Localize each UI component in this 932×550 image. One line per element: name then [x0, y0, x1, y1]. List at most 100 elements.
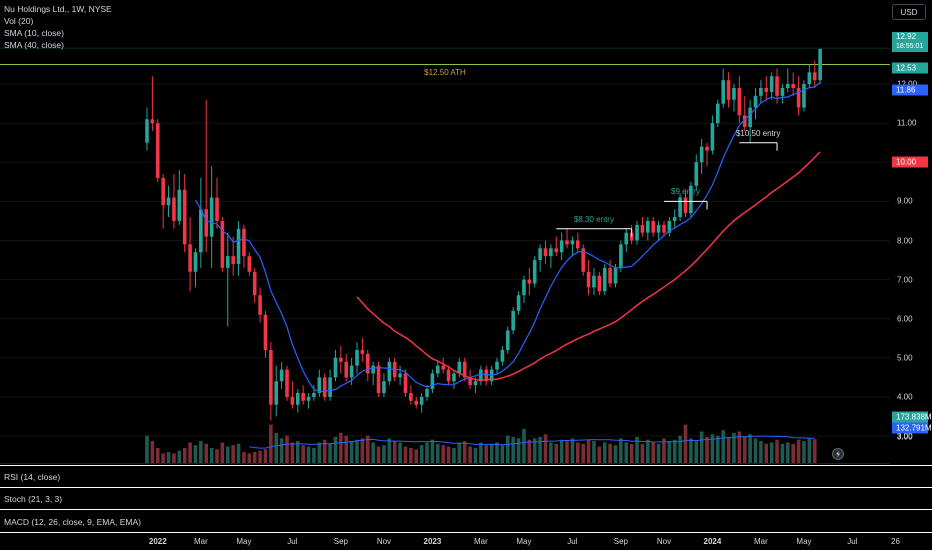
- currency-button[interactable]: USD: [892, 4, 926, 20]
- candle-body: [365, 353, 370, 374]
- candle-body: [317, 377, 322, 393]
- symbol-title[interactable]: Nu Holdings Ltd., 1W, NYSE: [4, 4, 112, 14]
- volume-bar: [441, 445, 445, 463]
- candle: [565, 228, 569, 249]
- panel-divider[interactable]: [0, 509, 932, 510]
- time-axis-label: Mar: [193, 537, 208, 546]
- candle: [155, 119, 160, 182]
- macd-panel-label[interactable]: MACD (12, 26, close, 9, EMA, EMA): [4, 517, 141, 527]
- rsi-panel-label[interactable]: RSI (14, close): [4, 472, 61, 482]
- volume-bar: [209, 447, 214, 463]
- candle: [716, 99, 720, 128]
- candle: [516, 291, 521, 315]
- volume-bar: [543, 434, 548, 463]
- volume-bar: [812, 439, 817, 463]
- candle-body: [441, 365, 445, 370]
- candle: [333, 349, 338, 382]
- volume-bar: [301, 445, 305, 463]
- volume-bar: [306, 446, 311, 463]
- candle-body: [155, 123, 160, 178]
- volume-bar: [786, 442, 790, 463]
- volume-bar: [742, 436, 747, 463]
- candle-body: [177, 189, 182, 221]
- candle: [290, 381, 295, 409]
- candle-body: [716, 103, 720, 124]
- volume-bar: [269, 424, 273, 463]
- candle-body: [344, 361, 349, 378]
- horizontal-lines: [0, 47, 890, 66]
- candle-body: [376, 365, 381, 393]
- volume-bar: [640, 443, 645, 463]
- candle-body: [608, 267, 612, 284]
- volume-bar: [295, 441, 300, 463]
- panel-divider[interactable]: [0, 465, 932, 466]
- price-axis-label: 3.00: [897, 431, 913, 441]
- candle-body: [678, 197, 682, 218]
- price-axis-label: 3.00: [897, 432, 913, 442]
- candle-body: [565, 240, 569, 245]
- candle: [344, 353, 349, 382]
- candle: [242, 224, 246, 268]
- volume-bar: [495, 442, 499, 463]
- volume-bar: [570, 438, 575, 463]
- candle-body: [640, 224, 645, 233]
- volume-bar: [613, 445, 618, 463]
- candle: [694, 154, 699, 190]
- price-tag: 12.92 18:55:01: [892, 32, 928, 53]
- candle-body: [333, 357, 338, 378]
- volume-bar: [220, 442, 225, 463]
- candle: [619, 240, 623, 272]
- candle-body: [312, 392, 316, 397]
- candle: [274, 365, 279, 417]
- candle-body: [473, 381, 478, 386]
- candle-body: [802, 84, 806, 108]
- candle: [452, 369, 456, 390]
- candle-body: [145, 119, 149, 143]
- candle-body: [462, 361, 467, 378]
- legend-volume[interactable]: Vol (20): [4, 16, 34, 26]
- legend-sma40[interactable]: SMA (40, close): [4, 40, 64, 50]
- panel-divider[interactable]: [0, 487, 932, 488]
- time-axis-label: May: [236, 537, 252, 546]
- time-axis-label: 2022: [148, 537, 167, 546]
- legend-sma10[interactable]: SMA (10, close): [4, 28, 64, 38]
- candle-body: [382, 381, 386, 393]
- panel-divider[interactable]: [0, 532, 932, 533]
- candle-body: [554, 248, 559, 253]
- volume-bar: [371, 442, 375, 463]
- candle: [802, 80, 806, 112]
- candle: [786, 68, 790, 92]
- candle: [328, 369, 332, 401]
- candle: [683, 189, 688, 218]
- volume-bar: [355, 439, 359, 463]
- candle: [721, 68, 725, 108]
- volume-bar: [646, 439, 650, 463]
- candle: [199, 177, 203, 268]
- candle: [495, 357, 499, 374]
- candle: [597, 271, 602, 296]
- volume-bar: [182, 447, 187, 463]
- candle-body: [549, 248, 553, 257]
- price-tag: 11.86: [892, 84, 928, 96]
- candle-body: [419, 396, 424, 405]
- volume-bar: [145, 435, 149, 463]
- candle-body: [398, 373, 402, 378]
- volume-bar: [328, 443, 332, 463]
- candle: [398, 365, 402, 386]
- candle-body: [225, 256, 230, 268]
- stoch-panel-label[interactable]: Stoch (21, 3, 3): [4, 494, 63, 504]
- candle-body: [328, 377, 332, 397]
- price-axis-label: 11.00: [897, 118, 917, 128]
- volume-bar: [479, 442, 483, 463]
- volume-bar: [678, 435, 682, 463]
- volume-bar: [667, 441, 672, 463]
- volume-bar: [624, 442, 629, 463]
- volume-bar: [710, 434, 715, 463]
- candle-body: [624, 232, 629, 245]
- volume-bar: [279, 438, 284, 463]
- volume-bar: [457, 442, 462, 463]
- volume-bar: [322, 439, 327, 463]
- price-axis-label: 4.00: [897, 392, 913, 402]
- candle-body: [699, 146, 704, 163]
